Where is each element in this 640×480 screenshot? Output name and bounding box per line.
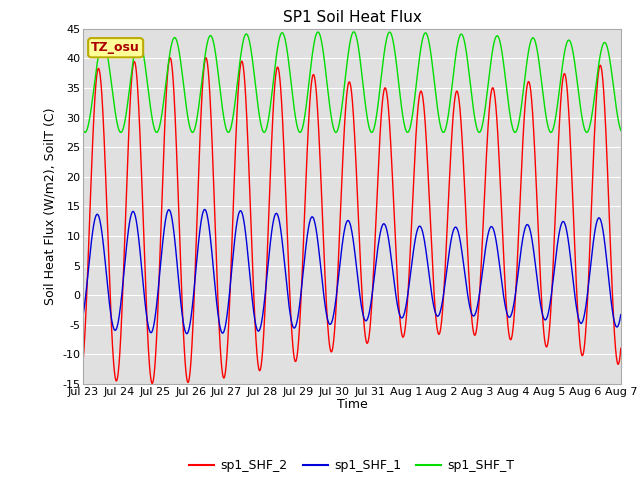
Line: sp1_SHF_1: sp1_SHF_1: [83, 209, 621, 334]
sp1_SHF_1: [570, 284, 577, 289]
sp1_SHF_1: [617, 312, 625, 317]
sp1_SHF_2: [380, 90, 387, 96]
sp1_SHF_2: [202, 55, 210, 60]
sp1_SHF_T: [585, 127, 593, 132]
Y-axis label: Soil Heat Flux (W/m2), SoilT (C): Soil Heat Flux (W/m2), SoilT (C): [44, 108, 57, 305]
sp1_SHF_2: [509, 330, 516, 336]
sp1_SHF_1: [201, 206, 209, 212]
sp1_SHF_T: [380, 55, 387, 61]
sp1_SHF_1: [380, 221, 387, 227]
sp1_SHF_1: [79, 312, 87, 317]
sp1_SHF_T: [570, 53, 577, 59]
Line: sp1_SHF_T: sp1_SHF_T: [83, 32, 621, 132]
sp1_SHF_T: [368, 130, 376, 135]
sp1_SHF_T: [617, 127, 625, 133]
sp1_SHF_T: [509, 125, 516, 131]
sp1_SHF_2: [230, 194, 237, 200]
sp1_SHF_T: [350, 29, 358, 35]
sp1_SHF_2: [570, 220, 577, 226]
sp1_SHF_T: [189, 130, 196, 135]
sp1_SHF_1: [368, 294, 376, 300]
sp1_SHF_1: [230, 247, 237, 253]
sp1_SHF_2: [585, 272, 593, 278]
X-axis label: Time: Time: [337, 398, 367, 411]
sp1_SHF_1: [585, 280, 593, 286]
Line: sp1_SHF_2: sp1_SHF_2: [83, 58, 621, 384]
Title: SP1 Soil Heat Flux: SP1 Soil Heat Flux: [283, 10, 421, 25]
Text: TZ_osu: TZ_osu: [92, 41, 140, 54]
sp1_SHF_2: [148, 381, 156, 386]
sp1_SHF_1: [183, 331, 191, 336]
sp1_SHF_2: [79, 357, 87, 362]
sp1_SHF_T: [230, 112, 237, 118]
Legend: sp1_SHF_2, sp1_SHF_1, sp1_SHF_T: sp1_SHF_2, sp1_SHF_1, sp1_SHF_T: [184, 454, 520, 477]
sp1_SHF_2: [368, 300, 376, 306]
sp1_SHF_1: [509, 308, 516, 313]
sp1_SHF_T: [79, 127, 87, 133]
sp1_SHF_2: [617, 346, 625, 351]
